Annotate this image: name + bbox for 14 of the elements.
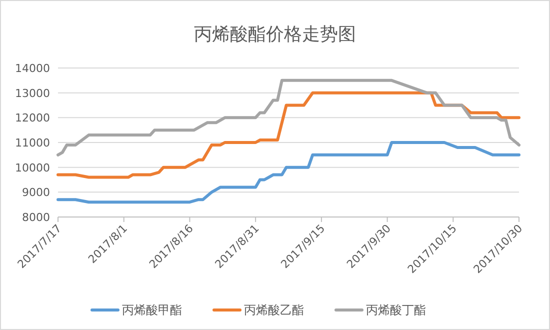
y-tick-label: 8000 xyxy=(22,211,50,224)
legend-label: 丙烯酸乙酯 xyxy=(244,303,304,317)
y-tick-label: 14000 xyxy=(15,62,50,75)
y-tick-label: 9000 xyxy=(22,186,50,200)
y-tick-label: 11000 xyxy=(15,136,50,150)
legend-label: 丙烯酸甲酯 xyxy=(122,303,182,317)
line-series xyxy=(56,78,520,156)
legend-label: 丙烯酸丁酯 xyxy=(366,303,426,317)
line-series xyxy=(56,141,520,204)
y-tick-label: 13000 xyxy=(15,86,50,100)
chart-title: 丙烯酸酯价格走势图 xyxy=(194,24,356,45)
line-series xyxy=(56,91,520,179)
y-tick-label: 12000 xyxy=(15,112,50,125)
y-tick-label: 10000 xyxy=(15,161,50,174)
